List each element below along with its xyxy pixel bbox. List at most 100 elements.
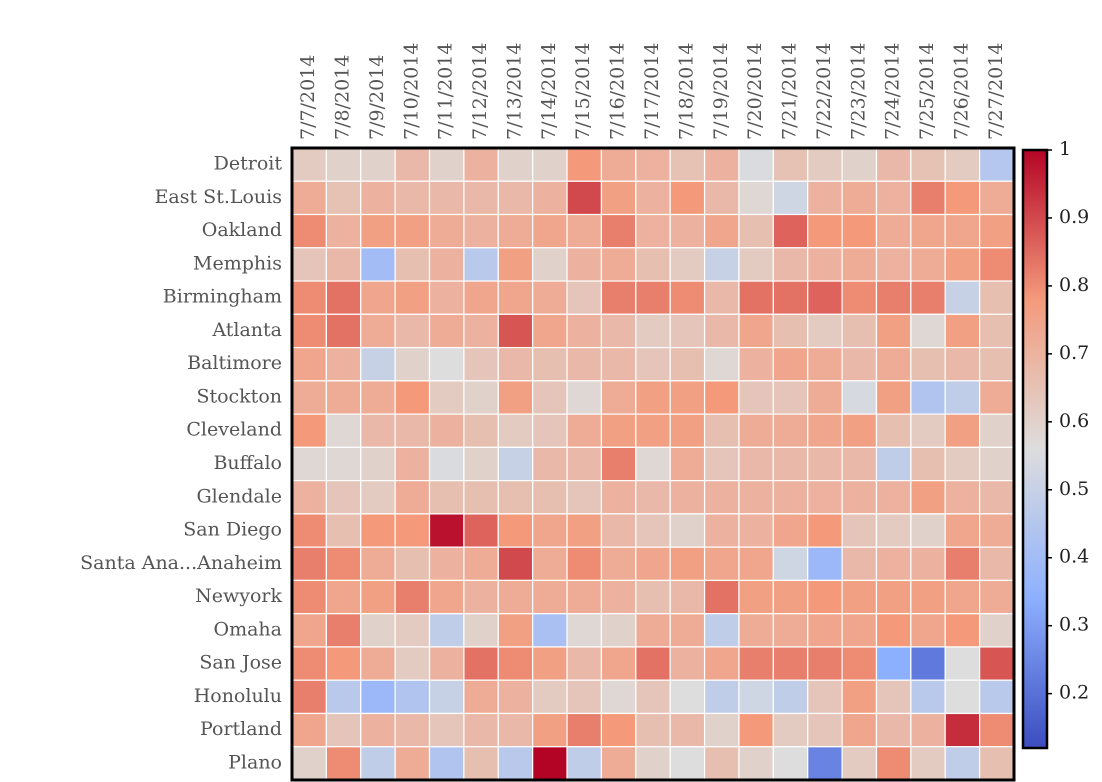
heatmap-cell [291,213,327,249]
y-tick-label: Detroit [214,153,283,175]
heatmap-cell [944,446,981,482]
heatmap-cell [944,513,981,548]
y-tick-label: East St.Louis [155,186,282,208]
heatmap-cell [291,247,327,282]
heatmap-cell [944,280,981,315]
heatmap-cell [772,280,809,315]
heatmap-cell [979,380,1015,415]
heatmap-cell [979,513,1015,548]
heatmap-cell [291,413,327,448]
heatmap-cell [703,446,740,482]
heatmap-cell [669,180,706,216]
heatmap-cell [291,679,327,715]
y-tick-label: Buffalo [213,452,282,474]
heatmap-cell [532,313,568,349]
heatmap-cell [841,446,878,482]
heatmap-cell [772,180,809,216]
y-tick-label: San Jose [199,652,282,674]
heatmap-cell [463,579,499,615]
heatmap-cell [703,746,740,781]
heatmap-cell [875,180,912,216]
heatmap-cell [944,646,981,681]
heatmap-cell [394,546,431,582]
heatmap-cell [703,346,740,382]
heatmap-cell [428,513,465,548]
x-tick-label: 7/21/2014 [779,43,801,140]
heatmap-cell [669,247,706,282]
heatmap-cell [360,247,396,282]
colorbar-tick-label: 0.4 [1059,546,1089,568]
y-tick-label: Omaha [214,618,283,640]
heatmap-cell [428,679,465,715]
heatmap-cell [394,746,431,781]
heatmap-cell [394,513,431,548]
heatmap-cell [979,712,1015,748]
heatmap-cell [875,513,912,548]
heatmap-cell [875,646,912,681]
heatmap-cell [497,147,534,182]
heatmap-cell [360,746,396,781]
heatmap-cell [394,346,431,382]
heatmap-cell [428,213,465,249]
heatmap-cell [497,579,534,615]
heatmap-cell [772,346,809,382]
heatmap-cell [635,480,671,515]
heatmap-cell [669,746,706,781]
heatmap-cell [497,213,534,249]
heatmap-cell [600,313,637,349]
heatmap-cell [910,413,946,448]
heatmap-cell [944,180,981,216]
heatmap-cell [807,313,843,349]
heatmap-cell [566,613,603,648]
heatmap-cell [291,613,327,648]
y-tick-label: Glendale [196,485,282,507]
heatmap-cell [291,546,327,582]
heatmap-cell [497,646,534,681]
x-tick-label: 7/19/2014 [710,43,732,140]
heatmap-cell [944,746,981,781]
heatmap-cell [875,313,912,349]
heatmap-cell [875,579,912,615]
heatmap-cell [979,613,1015,648]
heatmap-cell [807,579,843,615]
heatmap-cell [875,380,912,415]
heatmap-cell [600,712,637,748]
heatmap-cell [497,346,534,382]
y-tick-label: Portland [200,718,282,740]
heatmap-cell [807,413,843,448]
heatmap-cell [325,413,362,448]
heatmap-cell [325,679,362,715]
heatmap-cell [428,147,465,182]
heatmap-cell [360,213,396,249]
heatmap-cell [944,380,981,415]
heatmap-cell [532,513,568,548]
heatmap-cell [807,712,843,748]
heatmap-cell [979,313,1015,349]
heatmap-cell [428,712,465,748]
colorbar: 0.2 0.3 0.4 0.5 0.6 0.7 0.8 0.9 1 [1021,138,1089,750]
heatmap-cell [394,446,431,482]
heatmap-cell [635,679,671,715]
heatmap-cell [291,646,327,681]
heatmap-cell [910,480,946,515]
x-tick-label: 7/20/2014 [744,43,766,140]
plot-border [290,146,1016,782]
heatmap-cell [635,147,671,182]
heatmap-cell [841,513,878,548]
x-tick-label: 7/9/2014 [366,55,388,140]
heatmap-cell [703,546,740,582]
heatmap-cell [979,147,1015,182]
heatmap-cell [291,147,327,182]
heatmap-cell [841,147,878,182]
heatmap-cell [428,446,465,482]
y-tick-label: Plano [228,751,282,773]
heatmap-cell [566,380,603,415]
colorbar-scale [1021,148,1049,750]
x-tick-label: 7/8/2014 [332,55,354,140]
heatmap-cell [910,380,946,415]
heatmap-cell [738,247,774,282]
heatmap-cell [703,280,740,315]
heatmap-cell [910,147,946,182]
colorbar-tick-label: 0.8 [1059,274,1089,296]
heatmap-cell [703,213,740,249]
